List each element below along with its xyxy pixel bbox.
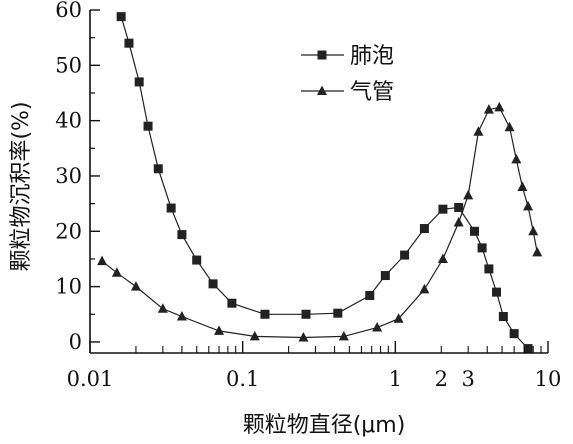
data-point xyxy=(143,121,153,131)
data-point xyxy=(419,224,429,234)
y-tick-label: 50 xyxy=(55,53,82,77)
data-point xyxy=(338,330,349,341)
legend-item: 气管 xyxy=(301,80,394,105)
data-point xyxy=(419,283,430,294)
data-point xyxy=(469,226,479,236)
x-axis-title: 颗粒物直径(μm) xyxy=(243,413,406,438)
data-point xyxy=(511,153,522,164)
data-point xyxy=(437,253,448,263)
data-point xyxy=(380,271,390,281)
x-tick-label: 2 xyxy=(435,367,448,391)
data-point xyxy=(157,303,168,313)
data-point xyxy=(523,200,534,211)
x-tick-label: 0.01 xyxy=(67,367,114,391)
data-point xyxy=(124,38,134,48)
data-point xyxy=(208,279,218,289)
y-axis-title: 颗粒物沉积率(%) xyxy=(9,101,34,271)
data-point xyxy=(301,309,311,319)
data-point xyxy=(166,203,176,213)
data-point xyxy=(111,267,122,277)
data-point xyxy=(333,308,343,318)
legend-label: 气管 xyxy=(350,80,394,105)
legend-label: 肺泡 xyxy=(350,44,394,69)
legend-item: 肺泡 xyxy=(301,44,394,69)
data-point xyxy=(400,250,410,260)
data-point xyxy=(517,181,528,192)
series-layer xyxy=(97,12,543,354)
y-tick-label: 30 xyxy=(55,164,82,188)
y-tick-label: 20 xyxy=(55,219,82,243)
y-tick-label: 60 xyxy=(55,0,82,22)
x-tick-label: 10 xyxy=(535,367,562,391)
data-point xyxy=(438,204,448,214)
data-point xyxy=(523,344,533,354)
data-point xyxy=(97,255,108,266)
data-point xyxy=(130,281,141,291)
data-point xyxy=(177,230,187,240)
data-point xyxy=(494,101,505,112)
data-point xyxy=(116,12,126,22)
data-point xyxy=(298,332,309,342)
data-point xyxy=(192,255,202,265)
data-point xyxy=(249,330,260,341)
data-point xyxy=(484,264,494,274)
series-line xyxy=(120,16,529,350)
x-tick-label: 0.1 xyxy=(226,367,259,391)
data-point xyxy=(477,243,487,253)
data-point xyxy=(176,310,187,321)
legend-marker xyxy=(317,85,327,95)
data-point xyxy=(227,298,237,308)
data-point xyxy=(393,313,404,323)
axes-layer xyxy=(89,10,548,354)
data-point xyxy=(498,311,508,321)
data-point xyxy=(509,329,519,339)
data-point xyxy=(134,77,144,87)
data-point xyxy=(532,246,543,257)
data-point xyxy=(483,104,494,114)
series-trachea xyxy=(97,101,543,342)
data-point xyxy=(153,164,163,174)
data-point xyxy=(463,189,474,200)
series-alveolar xyxy=(116,12,533,354)
y-tick-label: 10 xyxy=(55,275,82,299)
data-point xyxy=(473,126,484,136)
y-tick-label: 0 xyxy=(69,330,82,354)
data-point xyxy=(504,121,515,132)
data-point xyxy=(454,203,464,213)
x-tick-label: 3 xyxy=(461,367,474,391)
data-point xyxy=(260,309,270,319)
data-point xyxy=(365,290,375,300)
data-point xyxy=(372,322,383,332)
legend-marker xyxy=(317,50,327,60)
ticks-layer: 0 10 20 30 40 50 60 0.01 0.1 1 2 3 10 xyxy=(55,0,561,391)
data-point xyxy=(492,287,502,297)
data-point xyxy=(528,225,539,236)
x-tick-label: 1 xyxy=(389,367,402,391)
data-point xyxy=(214,325,225,335)
y-tick-label: 40 xyxy=(55,109,82,133)
data-point xyxy=(453,216,464,227)
series-line xyxy=(101,106,538,339)
